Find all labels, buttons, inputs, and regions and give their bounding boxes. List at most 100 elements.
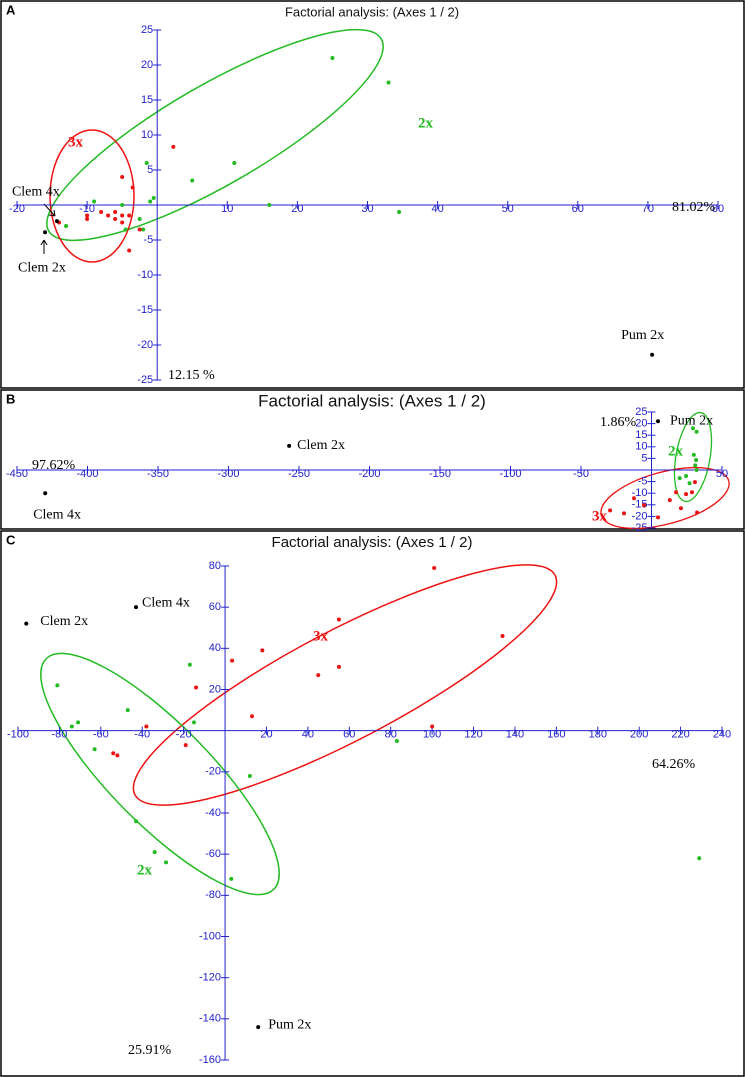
x-tick-label: 80: [712, 203, 724, 215]
y-tick-label: -60: [205, 848, 221, 860]
data-point: [695, 510, 700, 515]
point-label: Pum 2x: [670, 413, 713, 428]
y-axis-label: 12.15 %: [168, 368, 215, 383]
data-point: [125, 708, 130, 713]
x-tick-label: 70: [642, 203, 654, 215]
data-point: [230, 658, 235, 663]
point-label: Clem 2x: [18, 261, 66, 276]
data-point: [691, 452, 696, 457]
x-tick-label: 40: [302, 729, 314, 741]
x-tick-label: 140: [506, 729, 524, 741]
x-tick-label: 10: [221, 203, 233, 215]
arrow: [43, 203, 56, 217]
labeled-point: [287, 443, 292, 448]
data-point: [111, 751, 116, 756]
x-tick-label: -50: [573, 468, 589, 480]
y-tick-label: -20: [137, 339, 153, 351]
labeled-point: [655, 419, 660, 424]
y-tick-label: 25: [141, 24, 153, 36]
point-label: Clem 4x: [142, 595, 190, 610]
data-point: [120, 175, 125, 179]
chart-title: Factorial analysis: (Axes 1 / 2): [285, 4, 459, 19]
data-point: [123, 227, 128, 232]
x-tick-label: -40: [134, 729, 150, 741]
data-point: [684, 492, 689, 497]
data-point: [394, 738, 399, 743]
data-point: [64, 224, 69, 228]
x-tick-label: -80: [51, 729, 67, 741]
x-tick-label: -20: [176, 729, 192, 741]
data-point: [92, 199, 97, 204]
y-tick-label: 10: [635, 441, 647, 453]
data-point: [500, 633, 505, 638]
x-tick-label: 60: [572, 203, 584, 215]
x-tick-label: 180: [589, 729, 607, 741]
x-tick-label: -150: [429, 468, 451, 480]
x-tick-label: 80: [385, 729, 397, 741]
data-point: [164, 860, 169, 865]
x-tick-label: 20: [291, 203, 303, 215]
data-point: [690, 426, 695, 431]
x-tick-label: -450: [6, 468, 28, 480]
group-ellipse: [132, 564, 558, 806]
y-tick-label: 40: [209, 642, 221, 654]
data-point: [693, 463, 698, 468]
point-label: Clem 2x: [40, 614, 88, 629]
data-point: [127, 213, 132, 218]
data-point: [260, 648, 265, 653]
y-tick-label: 10: [141, 129, 153, 141]
data-point: [386, 80, 391, 85]
data-point: [229, 876, 234, 881]
x-tick-label: 60: [343, 729, 355, 741]
data-point: [336, 617, 341, 622]
group-label: 3x: [592, 508, 608, 524]
group-ellipse: [40, 652, 280, 896]
x-tick-label: -300: [217, 468, 239, 480]
data-point: [694, 468, 699, 472]
group-ellipse: [600, 466, 730, 530]
x-tick-label: 200: [630, 729, 648, 741]
x-tick-label: 50: [502, 203, 514, 215]
data-point: [678, 506, 683, 511]
data-point: [134, 819, 139, 824]
data-point: [141, 227, 146, 232]
data-point: [190, 178, 195, 183]
data-point: [632, 496, 637, 501]
data-point: [148, 199, 153, 204]
chart-title: Factorial analysis: (Axes 1 / 2): [258, 391, 486, 410]
x-tick-label: 50: [716, 468, 728, 480]
y-tick-label: -140: [199, 1013, 221, 1025]
group-ellipse: [46, 28, 384, 242]
panel-frame: [0, 530, 745, 1077]
x-tick-label: 30: [361, 203, 373, 215]
data-point: [151, 196, 156, 200]
x-tick-label: -100: [499, 468, 521, 480]
x-tick-label: 100: [423, 729, 441, 741]
y-tick-label: 15: [635, 429, 647, 441]
y-tick-label: -25: [632, 522, 648, 534]
point-label: Pum 2x: [268, 1017, 311, 1032]
y-tick-label: 20: [141, 59, 153, 71]
x-tick-label: -10: [79, 203, 95, 215]
y-tick-label: 5: [147, 164, 153, 176]
data-point: [152, 850, 157, 855]
panel-label: C: [6, 532, 16, 547]
data-point: [432, 566, 437, 571]
group-ellipse: [49, 129, 135, 263]
data-point: [430, 724, 435, 729]
data-point: [667, 498, 672, 503]
data-point: [689, 490, 694, 495]
data-point: [655, 515, 660, 520]
data-point: [113, 210, 118, 214]
x-axis-label: 97.62%: [32, 458, 76, 473]
data-point: [397, 210, 402, 214]
data-point: [194, 685, 199, 690]
data-point: [330, 56, 335, 60]
data-point: [232, 161, 237, 165]
point-label: Pum 2x: [621, 328, 664, 343]
y-tick-label: -40: [205, 807, 221, 819]
x-tick-label: -100: [7, 729, 29, 741]
y-tick-label: -15: [632, 499, 648, 511]
data-point: [622, 511, 627, 516]
data-point: [694, 429, 699, 434]
